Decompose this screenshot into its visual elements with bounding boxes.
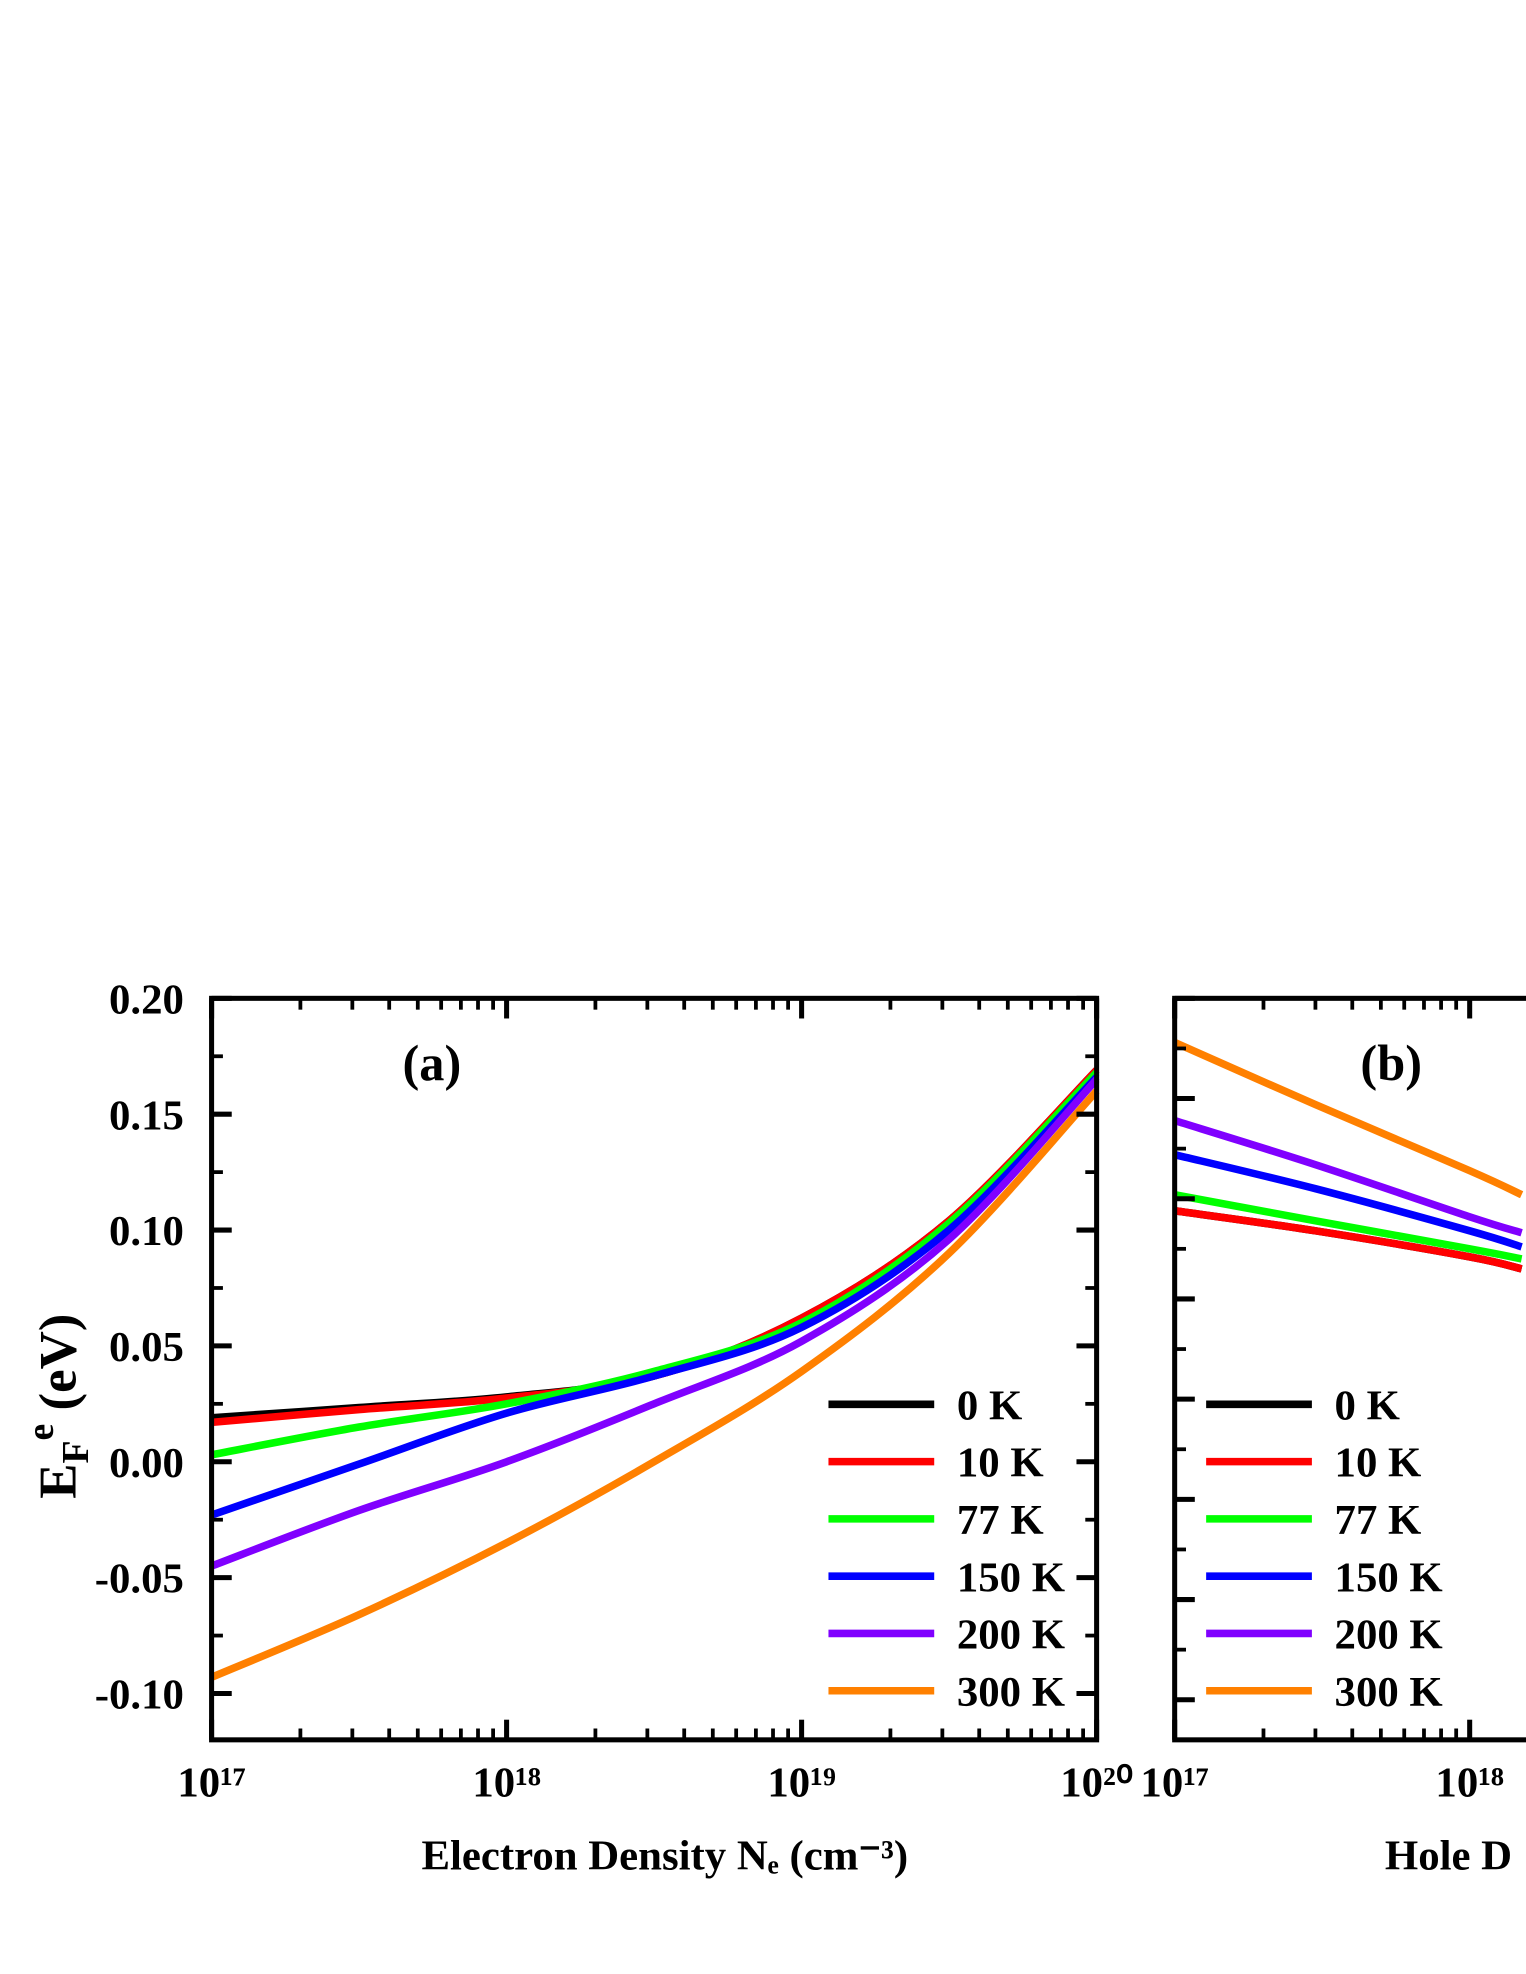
x-tick-label: 10¹⁸ bbox=[472, 1759, 541, 1806]
series-line bbox=[1173, 1116, 1523, 1237]
series-line bbox=[1173, 1150, 1523, 1251]
y-tick-label: 0.20 bbox=[109, 976, 184, 1023]
series-line bbox=[210, 1069, 1100, 1459]
x-tick-label: 10²⁰ bbox=[1060, 1759, 1133, 1806]
y-tick-label: -0.05 bbox=[95, 1556, 184, 1603]
legend-label: 77 K bbox=[1335, 1497, 1422, 1544]
series-line bbox=[1173, 1191, 1523, 1263]
legend-label: 150 K bbox=[957, 1554, 1065, 1601]
plot-frame bbox=[209, 995, 1100, 1743]
y-tick-label: -0.10 bbox=[95, 1672, 184, 1719]
x-tick-label: 10¹⁷ bbox=[1140, 1759, 1208, 1806]
panel-label: (b) bbox=[1360, 1035, 1422, 1091]
y-label-unit: (eV) bbox=[30, 1314, 88, 1424]
y-tick-label: 0.00 bbox=[109, 1440, 184, 1487]
legend-label: 0 K bbox=[957, 1382, 1022, 1429]
y-tick-label: 0.05 bbox=[109, 1324, 184, 1371]
y-axis-label: EFe (eV) bbox=[20, 1314, 97, 1499]
legend-label: 200 K bbox=[1335, 1612, 1443, 1659]
series-line bbox=[1173, 1038, 1524, 1199]
y-label-sub: F bbox=[55, 1440, 97, 1463]
x-tick-label: 10¹⁸ bbox=[1435, 1759, 1504, 1806]
y-tick-label: 0.15 bbox=[109, 1092, 184, 1139]
series-line bbox=[210, 1074, 1100, 1519]
y-tick-label: 0.10 bbox=[109, 1208, 184, 1255]
legend-label: 150 K bbox=[1335, 1554, 1443, 1601]
x-tick-label: 10¹⁷ bbox=[177, 1759, 245, 1806]
y-label-sup: e bbox=[20, 1424, 62, 1441]
series-line bbox=[210, 1076, 1100, 1570]
series-line bbox=[210, 1088, 1100, 1681]
legend-label: 10 K bbox=[957, 1440, 1044, 1487]
x-axis-label: Hole D bbox=[1385, 1833, 1512, 1880]
x-axis-label: Electron Density Nₑ (cm⁻³) bbox=[421, 1833, 908, 1880]
panel-label: (a) bbox=[403, 1035, 462, 1091]
series-line bbox=[1174, 1207, 1523, 1273]
legend-label: 300 K bbox=[957, 1669, 1065, 1716]
legend-label: 10 K bbox=[1335, 1440, 1422, 1487]
legend-label: 200 K bbox=[957, 1612, 1065, 1659]
legend-label: 300 K bbox=[1335, 1669, 1443, 1716]
legend-label: 77 K bbox=[957, 1497, 1044, 1544]
x-tick-label: 10¹⁹ bbox=[767, 1759, 836, 1806]
y-label-base: E bbox=[30, 1464, 88, 1499]
plot-frame bbox=[1172, 995, 1526, 1743]
legend-label: 0 K bbox=[1335, 1382, 1400, 1429]
